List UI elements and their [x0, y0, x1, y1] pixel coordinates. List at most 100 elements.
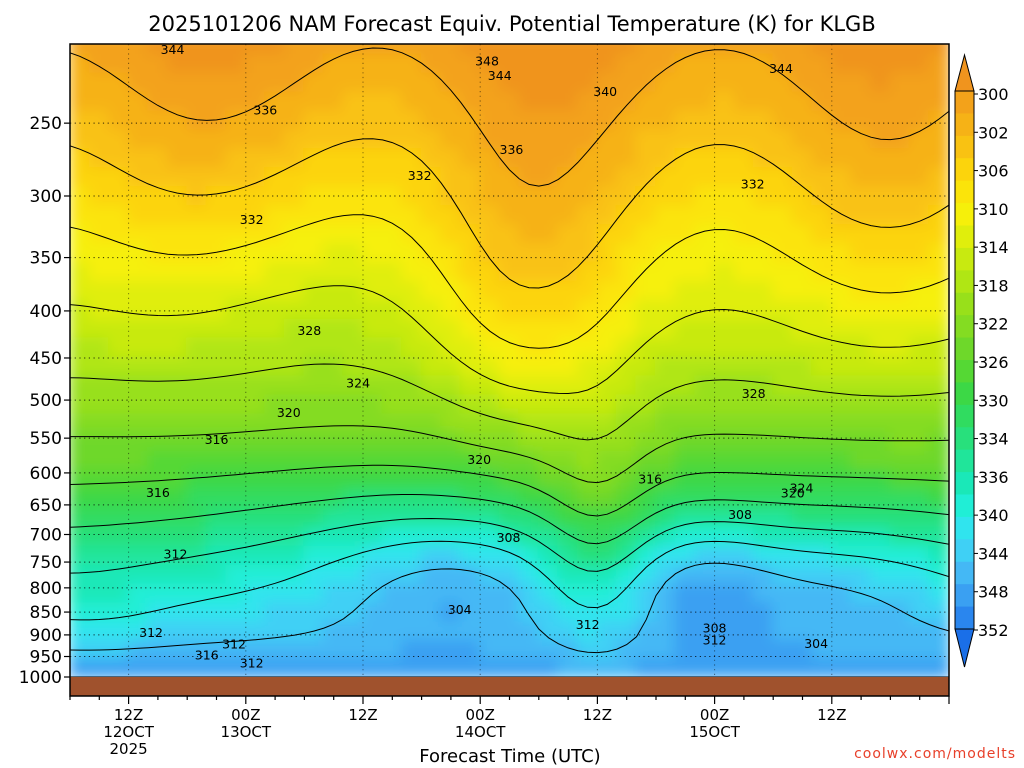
field-cell: [713, 108, 736, 130]
field-cell: [108, 335, 130, 357]
field-cell: [752, 278, 775, 300]
field-cell: [811, 297, 833, 319]
field-cell: [830, 505, 853, 527]
field-cell: [244, 619, 267, 641]
field-cell: [889, 581, 911, 603]
field-cell: [440, 70, 462, 92]
field-cell: [908, 44, 931, 54]
field-cell: [713, 486, 736, 508]
field-cell: [694, 51, 716, 73]
field-cell: [479, 505, 501, 527]
field-cell: [811, 70, 833, 92]
field-cell: [322, 146, 345, 168]
field-cell: [205, 70, 228, 92]
colorbar-segment: [955, 203, 974, 226]
field-cell: [205, 392, 228, 414]
field-cell: [108, 411, 130, 433]
field-cell: [596, 562, 618, 584]
field-cell: [752, 581, 775, 603]
field-cell: [283, 203, 306, 225]
field-cell: [811, 486, 833, 508]
field-cell: [362, 70, 384, 92]
field-cell: [264, 543, 286, 565]
contour-332: [70, 363, 949, 441]
field-cell: [772, 581, 794, 603]
field-cell: [791, 127, 814, 149]
field-cell: [147, 486, 169, 508]
field-cell: [303, 335, 325, 357]
field-cell: [537, 430, 560, 452]
field-cell: [498, 278, 521, 300]
field-cell: [479, 524, 501, 546]
field-cell: [713, 70, 736, 92]
field-cell: [440, 316, 462, 338]
field-cell: [928, 543, 949, 565]
field-cell: [264, 165, 286, 187]
field-cell: [186, 241, 208, 262]
field-cell: [498, 373, 521, 395]
field-cell: [596, 449, 618, 470]
field-cell: [498, 222, 521, 244]
contour-label: 312: [139, 625, 163, 640]
field-cell: [928, 392, 949, 414]
field-cell: [186, 657, 208, 678]
field-cell: [889, 297, 911, 319]
field-cell: [303, 278, 325, 300]
y-tick-label: 700: [30, 526, 62, 546]
field-cell: [518, 297, 540, 319]
field-cell: [381, 127, 404, 149]
field-cell: [635, 316, 657, 338]
field-cell: [225, 505, 247, 527]
field-cell: [635, 354, 657, 376]
field-cell: [655, 581, 677, 603]
field-cell: [772, 638, 794, 660]
field-cell: [303, 354, 325, 376]
field-cell: [713, 127, 736, 149]
field-cell: [244, 581, 267, 603]
field-cell: [283, 127, 306, 149]
field-cell: [322, 600, 345, 622]
field-cell: [225, 486, 247, 508]
field-cell: [791, 278, 814, 300]
field-cell: [596, 241, 618, 262]
field-cell: [205, 89, 228, 111]
field-cell: [655, 430, 677, 452]
field-cell: [733, 335, 755, 357]
field-cell: [362, 89, 384, 111]
field-cell: [615, 524, 638, 546]
field-cell: [615, 184, 638, 206]
field-cell: [733, 411, 755, 433]
field-cell: [830, 146, 853, 168]
field-cell: [537, 203, 560, 225]
field-cell: [928, 184, 949, 206]
field-cell: [244, 89, 267, 111]
field-cell: [537, 581, 560, 603]
field-cell: [889, 203, 911, 225]
field-cell: [342, 241, 364, 262]
x-tick-label: 12Z: [817, 706, 846, 724]
field-cell: [440, 297, 462, 319]
field-cell: [557, 581, 579, 603]
field-cell: [322, 657, 345, 678]
field-cell: [166, 184, 189, 206]
field-cell: [127, 108, 150, 130]
colorbar-label: 302: [978, 123, 1009, 142]
field-cell: [811, 392, 833, 414]
field-cell: [908, 467, 931, 489]
field-cell: [186, 600, 208, 622]
field-cell: [479, 89, 501, 111]
field-cell: [420, 392, 443, 414]
field-cell: [615, 165, 638, 187]
field-cell: [420, 581, 443, 603]
field-cell: [362, 524, 384, 546]
field-cell: [322, 430, 345, 452]
field-cell: [147, 619, 169, 641]
field-cell: [596, 505, 618, 527]
field-cell: [225, 108, 247, 130]
field-cell: [166, 657, 189, 678]
field-cell: [440, 600, 462, 622]
field-cell: [166, 430, 189, 452]
ground-strip: [70, 677, 949, 696]
field-cell: [869, 411, 892, 433]
colorbar-label: 334: [978, 430, 1009, 449]
